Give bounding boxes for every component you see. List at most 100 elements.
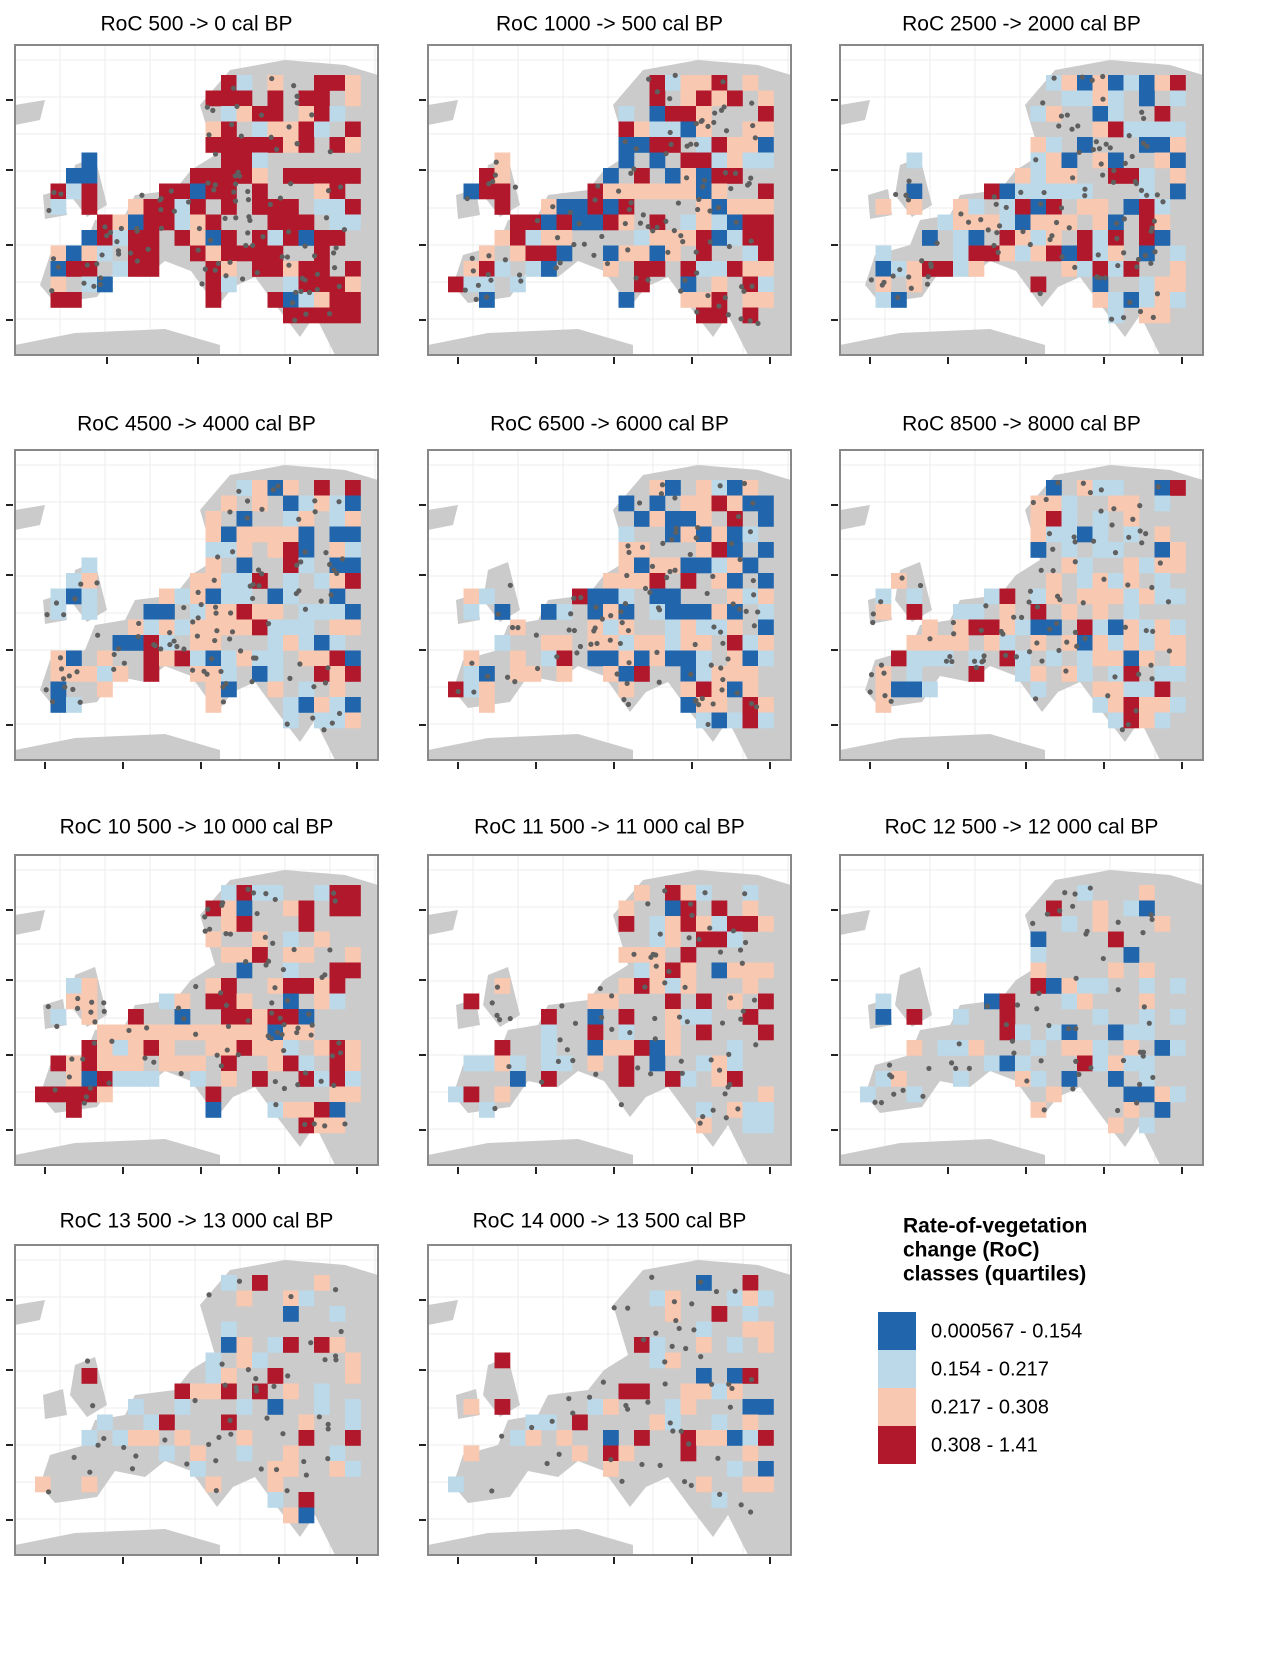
cell (329, 1086, 346, 1103)
cell (680, 511, 697, 527)
site (212, 267, 218, 273)
cell (665, 1009, 681, 1025)
cell (587, 650, 604, 667)
site (1080, 480, 1086, 486)
cell (618, 152, 635, 169)
cell (50, 1055, 67, 1072)
site (61, 612, 67, 618)
site (1087, 885, 1093, 891)
cell (283, 1461, 299, 1477)
site (646, 76, 652, 82)
cell (680, 619, 697, 636)
site (1113, 220, 1120, 226)
cell (1108, 635, 1124, 651)
site (534, 218, 541, 224)
cell (128, 1071, 144, 1087)
site (647, 589, 653, 596)
cell (649, 75, 666, 91)
cell (66, 1102, 82, 1118)
cell (1139, 962, 1155, 979)
site (594, 640, 600, 647)
cell (891, 573, 907, 589)
site (280, 1431, 286, 1437)
site (518, 278, 524, 284)
site (657, 1462, 663, 1468)
site (297, 661, 303, 667)
site (750, 500, 756, 506)
site (978, 217, 984, 223)
site (249, 679, 255, 685)
site (642, 585, 649, 592)
site (232, 173, 238, 179)
site (69, 1056, 75, 1062)
site (627, 1029, 633, 1036)
cell (174, 230, 191, 246)
site (1094, 274, 1100, 280)
site (171, 638, 177, 644)
cell (190, 214, 206, 231)
site (495, 611, 501, 617)
site (593, 1071, 599, 1077)
site (645, 1399, 651, 1405)
cell (758, 292, 774, 308)
site (608, 1456, 614, 1463)
cell (572, 1445, 588, 1462)
site (1107, 145, 1113, 151)
cell (329, 292, 346, 308)
cell (634, 1040, 650, 1056)
site (1098, 487, 1104, 493)
site (973, 664, 979, 671)
cell (221, 1275, 237, 1291)
site (331, 250, 337, 256)
cell (267, 230, 284, 246)
cell (665, 230, 681, 246)
site (229, 121, 235, 128)
site (288, 1293, 294, 1300)
cell (283, 962, 299, 979)
site (953, 1065, 959, 1071)
site (492, 172, 498, 178)
cell (680, 106, 697, 122)
cell (711, 1055, 728, 1072)
cell (143, 245, 160, 262)
cell (541, 1071, 557, 1087)
site (735, 1106, 741, 1112)
cell (742, 307, 759, 324)
cell (556, 214, 573, 231)
cell (283, 635, 299, 651)
cell (1030, 214, 1047, 231)
cell (1108, 573, 1124, 589)
site (533, 632, 539, 638)
cell (1030, 106, 1047, 122)
cell (283, 697, 299, 713)
cell (680, 604, 697, 620)
cell (1015, 1055, 1031, 1072)
cell (205, 588, 222, 605)
cell (236, 962, 253, 979)
site (733, 219, 739, 225)
site (311, 684, 317, 690)
site (682, 984, 688, 990)
cell (345, 480, 361, 496)
cell (463, 1055, 480, 1072)
cell (680, 90, 697, 107)
cell (50, 199, 67, 215)
site (271, 1383, 277, 1389)
cell (1170, 697, 1186, 713)
cell (494, 199, 511, 215)
site (1043, 496, 1049, 503)
site (1066, 225, 1072, 231)
cell (906, 199, 923, 215)
site (1110, 179, 1117, 185)
cell (1123, 1024, 1140, 1041)
cell (665, 183, 681, 200)
cell (1108, 106, 1124, 122)
cell (999, 993, 1016, 1010)
cell (1154, 712, 1171, 729)
cell (252, 947, 268, 963)
cell (81, 1368, 98, 1384)
cell (314, 495, 330, 512)
site (1157, 560, 1163, 566)
site (1000, 631, 1006, 637)
cell (711, 1492, 728, 1508)
